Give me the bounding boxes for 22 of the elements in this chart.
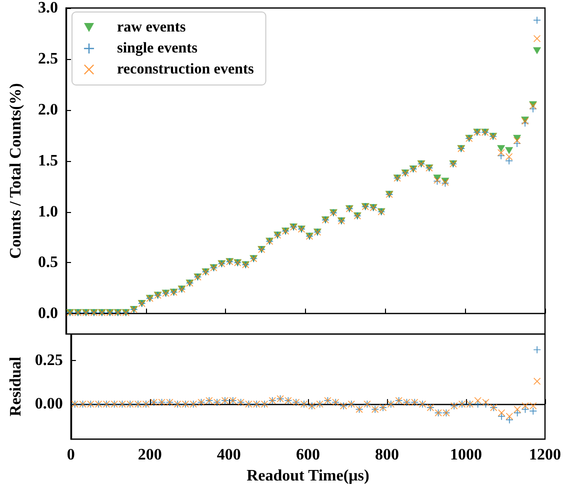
x-axis-title: Readout Time(μs) — [246, 468, 370, 484]
y-tick-label: 2.5 — [38, 50, 58, 68]
y-tick-label: 2.0 — [38, 101, 58, 118]
y-tick-label: 1.5 — [38, 152, 58, 170]
x-tick-label: 200 — [138, 446, 162, 464]
y-tick-label: 0.00 — [34, 396, 63, 413]
y-tick-label: 1.0 — [38, 203, 58, 220]
y-tick-label: 3.0 — [38, 0, 58, 16]
legend-label: raw events — [117, 20, 186, 36]
x-tick-label: 0 — [66, 446, 75, 464]
x-tick-label: 1000 — [450, 446, 482, 464]
legend-label: reconstruction events — [117, 62, 254, 78]
legend-label: single events — [117, 40, 198, 56]
x-tick-label: 1200 — [529, 446, 561, 464]
y-tick-label: 0.0 — [38, 305, 58, 322]
y-tick-label: 0.5 — [38, 254, 58, 272]
x-tick-label: 400 — [216, 446, 241, 464]
x-tick-label: 800 — [374, 446, 399, 464]
x-tick-label: 600 — [296, 446, 320, 464]
y-axis-title: Counts / Total Counts(%) — [8, 83, 24, 259]
y-axis-title: Residual — [8, 356, 24, 416]
y-tick-label: 0.25 — [34, 352, 63, 369]
